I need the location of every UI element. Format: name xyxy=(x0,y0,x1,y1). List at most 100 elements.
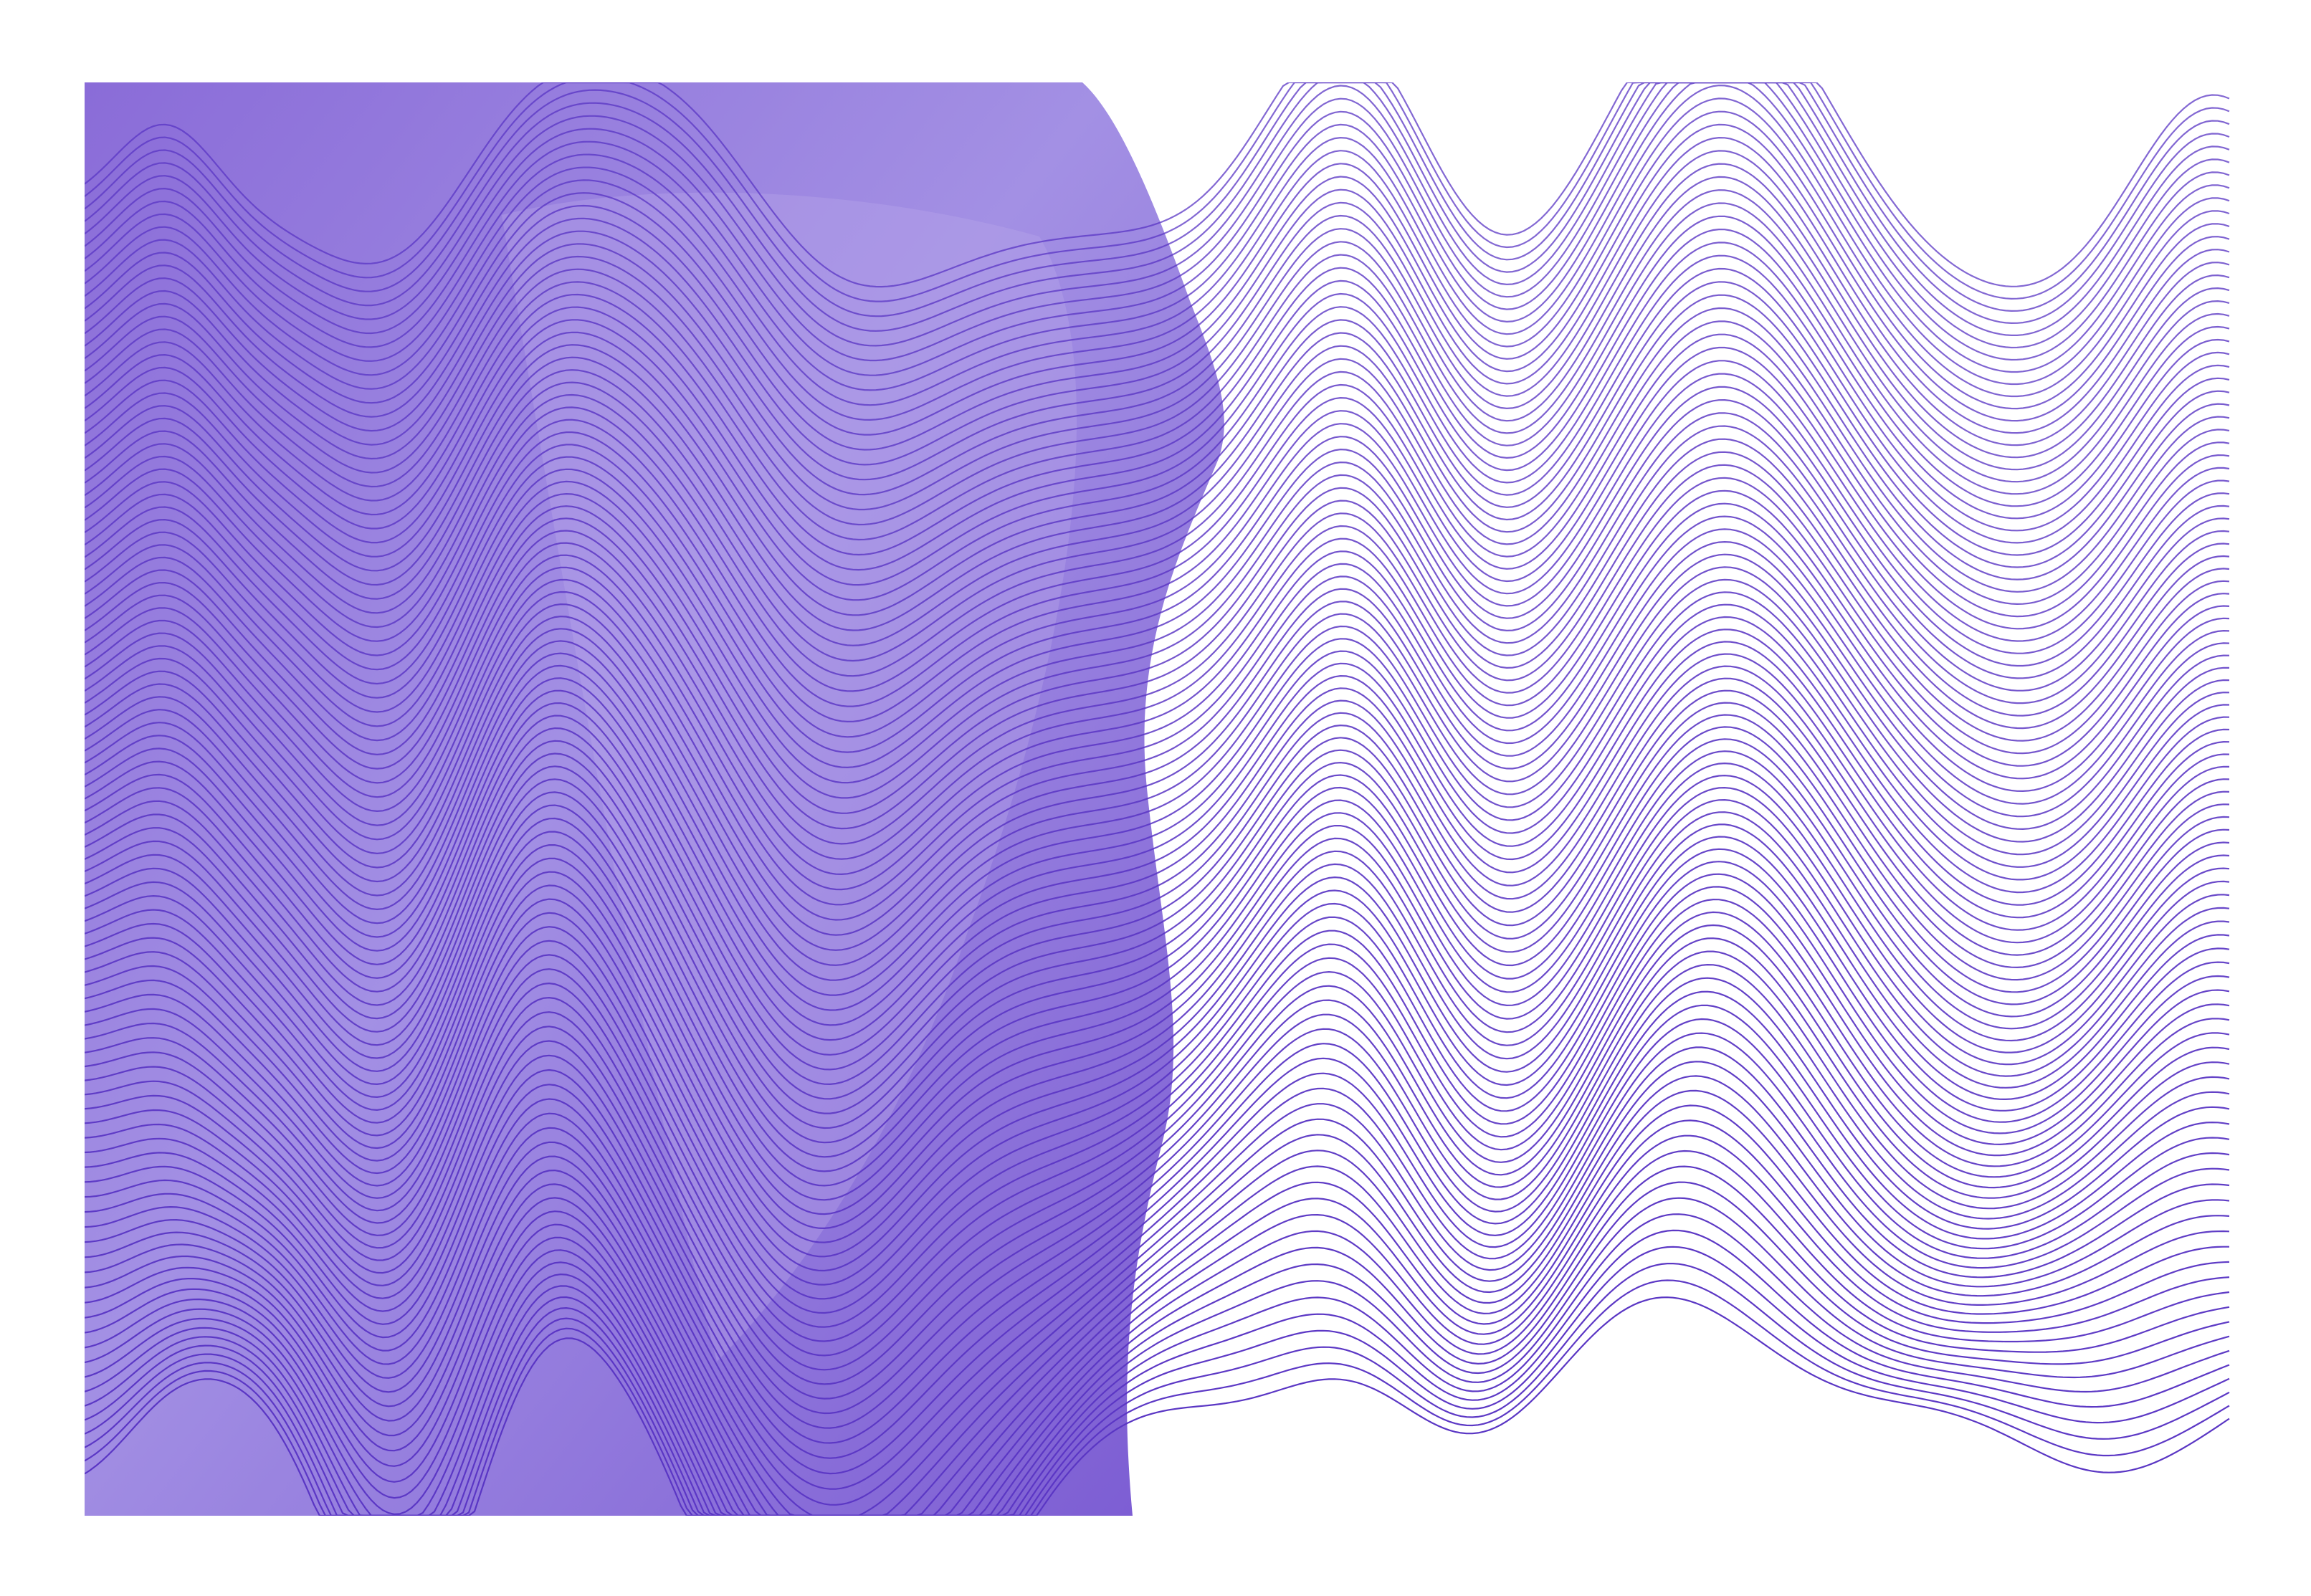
wave-line xyxy=(85,977,2230,1444)
wave-line xyxy=(85,464,2230,845)
wave-line xyxy=(85,898,2230,1357)
wave-line xyxy=(85,136,2230,466)
wave-line xyxy=(85,294,2230,646)
wave-line xyxy=(85,123,2230,451)
wave-line xyxy=(85,1032,2230,1506)
wave-line xyxy=(85,591,2230,996)
wave-line xyxy=(85,176,2230,511)
wave-line xyxy=(85,886,2230,1342)
wave-line xyxy=(85,540,2230,936)
wave-line xyxy=(85,963,2230,1429)
wave-line xyxy=(85,1229,2230,1516)
wave-line xyxy=(85,848,2230,1300)
wave-line xyxy=(85,786,2230,1230)
wave-line xyxy=(85,1213,2230,1516)
wave-line xyxy=(85,641,2230,1056)
wave-line xyxy=(85,1150,2230,1516)
wave-line xyxy=(85,861,2230,1314)
wave-line xyxy=(85,215,2230,556)
wave-line xyxy=(85,82,2230,332)
wave-line xyxy=(85,1296,2230,1516)
wave-line xyxy=(85,163,2230,496)
wave-line xyxy=(85,823,2230,1272)
wave-line xyxy=(85,629,2230,1041)
wave-line xyxy=(85,398,2230,769)
wave-line xyxy=(85,202,2230,541)
wave-line xyxy=(85,515,2230,906)
wave-line xyxy=(85,307,2230,662)
wave-line xyxy=(85,373,2230,738)
wave-line xyxy=(85,578,2230,981)
wave-line xyxy=(85,811,2230,1258)
wave-line xyxy=(85,1165,2230,1516)
wave-line xyxy=(85,1263,2230,1516)
purple-fill-shape xyxy=(85,82,1224,1516)
wave-line xyxy=(85,360,2230,723)
wave-line xyxy=(85,489,2230,876)
wave-line xyxy=(85,836,2230,1286)
wave-line xyxy=(85,1119,2230,1516)
wave-line xyxy=(85,150,2230,481)
wave-line xyxy=(85,281,2230,631)
wave-line xyxy=(85,1046,2230,1516)
wave-line xyxy=(85,1134,2230,1516)
wave-line xyxy=(85,665,2230,1086)
wave-line xyxy=(85,82,2230,376)
wave-line xyxy=(85,677,2230,1100)
wave-line xyxy=(85,242,2230,586)
wave-line xyxy=(85,333,2230,692)
wave-line xyxy=(85,451,2230,830)
wave-line xyxy=(85,1279,2230,1516)
wave-line xyxy=(85,254,2230,601)
wave-line xyxy=(85,689,2230,1114)
wave-line xyxy=(85,924,2230,1385)
wave-line xyxy=(85,502,2230,891)
wave-line xyxy=(85,566,2230,966)
wave-line xyxy=(85,750,2230,1187)
wave-line xyxy=(85,425,2230,799)
wave-line xyxy=(85,1018,2230,1490)
wave-line xyxy=(85,82,2230,362)
wave-line xyxy=(85,320,2230,677)
wave-line xyxy=(85,528,2230,921)
wave-line xyxy=(85,82,2230,288)
wave-line xyxy=(85,603,2230,1011)
wave-line xyxy=(85,1246,2230,1516)
wave-line xyxy=(85,267,2230,616)
wave-lines xyxy=(85,82,2230,1516)
wave-line xyxy=(85,85,2230,406)
wave-line xyxy=(85,762,2230,1201)
wave-line xyxy=(85,653,2230,1071)
wave-line xyxy=(85,189,2230,526)
wave-line xyxy=(85,82,2230,391)
wave-line xyxy=(85,228,2230,571)
wave-line xyxy=(85,82,2230,302)
wave-line xyxy=(85,990,2230,1459)
wave-line xyxy=(85,1089,2230,1516)
wave-line xyxy=(85,82,2230,347)
wave-line xyxy=(85,726,2230,1158)
wave-line xyxy=(85,950,2230,1415)
wave-line xyxy=(85,97,2230,421)
wave-line xyxy=(85,798,2230,1243)
wave-line xyxy=(85,774,2230,1215)
wave-line xyxy=(85,82,2230,317)
wave-line xyxy=(85,702,2230,1129)
wave-line xyxy=(85,1004,2230,1475)
fill-highlight xyxy=(502,192,1077,1362)
wave-line xyxy=(85,1061,2230,1516)
wave-line xyxy=(85,937,2230,1400)
wave-line xyxy=(85,714,2230,1144)
wave-line xyxy=(85,738,2230,1172)
wave-line xyxy=(85,1197,2230,1516)
wave-line xyxy=(85,412,2230,784)
wave-line xyxy=(85,346,2230,707)
wave-line xyxy=(85,386,2230,753)
wave-line xyxy=(85,477,2230,860)
wave-line xyxy=(85,553,2230,951)
wave-line xyxy=(85,110,2230,436)
wave-line xyxy=(85,1075,2230,1516)
wave-line xyxy=(85,911,2230,1371)
